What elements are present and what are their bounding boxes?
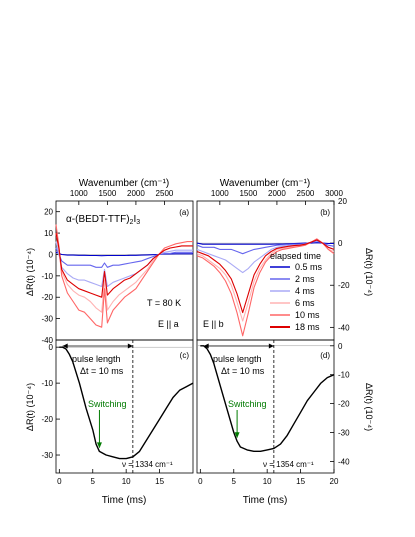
x-tick-label: 1000 [70, 189, 88, 198]
pulse-arrow-head-left [62, 343, 68, 349]
y-tick-label: -40 [41, 336, 53, 345]
x-tick-label: 0 [198, 477, 203, 486]
panel-label-a: (a) [179, 208, 189, 217]
pulse-arrow-head-right [268, 343, 274, 349]
y-tick-label: 0 [49, 250, 54, 259]
x-tick-label: 15 [155, 477, 164, 486]
nu-label-d: ν = 1354 cm⁻¹ [263, 460, 314, 469]
legend-entry: 0.5 ms [295, 262, 323, 272]
y-tick-label: -20 [338, 400, 350, 409]
x-tick-label: 5 [91, 477, 96, 486]
pulse-arrow-head-right [127, 343, 133, 349]
pulse-length-label-d: pulse length [213, 354, 262, 364]
legend-entry: 2 ms [295, 274, 315, 284]
series-line-b-5 [196, 239, 335, 314]
x-tick-label: 0 [57, 477, 62, 486]
y-tick-label: -10 [41, 272, 53, 281]
y-tick-label: -20 [41, 415, 53, 424]
series-line-d-0 [200, 345, 335, 452]
y-axis-label-c: ΔR(t) (10⁻⁴) [25, 383, 35, 431]
y-tick-label: -20 [338, 281, 350, 290]
y-axis-label-a: ΔR(t) (10⁻⁴) [25, 248, 35, 296]
x-axis-label-c: Time (ms) [102, 495, 147, 506]
legend-entry: 18 ms [295, 322, 320, 332]
y-tick-label: 20 [44, 208, 53, 217]
legend-entry: 6 ms [295, 298, 315, 308]
x-tick-label: 1500 [98, 189, 116, 198]
x-tick-label: 2500 [156, 189, 174, 198]
switching-arrow-head [234, 432, 240, 439]
series-line-c-0 [59, 346, 194, 460]
legend-title: elapsed time [270, 251, 321, 261]
series-line-b-0 [196, 242, 334, 245]
y-tick-label: -10 [338, 371, 350, 380]
series-line-a-0 [55, 251, 193, 257]
y-tick-label: -30 [41, 315, 53, 324]
panel-label-d: (d) [320, 351, 330, 360]
panel-label-b: (b) [320, 208, 330, 217]
y-tick-label: 10 [44, 229, 53, 238]
polarization-label-a: E || a [158, 319, 179, 329]
y-tick-label: -40 [338, 323, 350, 332]
pulse-dt-label-d: Δt = 10 ms [221, 366, 265, 376]
y-tick-label: 0 [338, 342, 343, 351]
y-tick-label: 0 [49, 343, 54, 352]
x-tick-label: 2500 [297, 189, 315, 198]
y-tick-label: 20 [338, 197, 347, 206]
series-line-a-4 [55, 224, 193, 328]
top-axis-label-b: Wavenumber (cm⁻¹) [220, 178, 310, 189]
legend-entry: 4 ms [295, 286, 315, 296]
panel-c-frame [55, 339, 194, 474]
pulse-dt-label-c: Δt = 10 ms [80, 366, 124, 376]
y-tick-label: -10 [41, 379, 53, 388]
y-tick-label: 0 [338, 239, 343, 248]
y-axis-label-d: ΔR(t) (10⁻⁴) [364, 383, 374, 431]
y-tick-label: -30 [41, 451, 53, 460]
pulse-arrow-head-left [203, 343, 209, 349]
series-line-a-5 [55, 232, 193, 298]
x-tick-label: 3000 [325, 189, 343, 198]
legend-entry: 10 ms [295, 310, 320, 320]
polarization-label-b: E || b [203, 319, 224, 329]
x-tick-label: 20 [330, 477, 339, 486]
x-tick-label: 1500 [239, 189, 257, 198]
x-tick-label: 5 [232, 477, 237, 486]
x-tick-label: 1000 [211, 189, 229, 198]
y-tick-label: -20 [41, 293, 53, 302]
x-tick-label: 2000 [268, 189, 286, 198]
x-axis-label-d: Time (ms) [243, 495, 288, 506]
x-tick-label: 15 [296, 477, 305, 486]
series-line-a-1 [55, 247, 193, 268]
switching-label-d: Switching [228, 399, 267, 409]
series-line-a-2 [55, 241, 193, 288]
x-tick-label: 10 [263, 477, 272, 486]
nu-label-c: ν = 1334 cm⁻¹ [122, 460, 173, 469]
temperature-label: T = 80 K [147, 298, 181, 308]
compound-label: α-(BEDT-TTF)2I3 [66, 214, 140, 226]
switching-arrow-head [96, 442, 102, 449]
switching-label-c: Switching [88, 399, 127, 409]
panel-label-c: (c) [180, 351, 190, 360]
top-axis-label-a: Wavenumber (cm⁻¹) [79, 178, 169, 189]
panel-d-frame [196, 339, 335, 474]
x-tick-label: 2000 [127, 189, 145, 198]
y-axis-label-b: ΔR(t) (10⁻⁴) [364, 248, 374, 296]
pulse-length-label-c: pulse length [72, 354, 121, 364]
y-tick-label: -30 [338, 429, 350, 438]
x-tick-label: 10 [122, 477, 131, 486]
y-tick-label: -40 [338, 457, 350, 466]
